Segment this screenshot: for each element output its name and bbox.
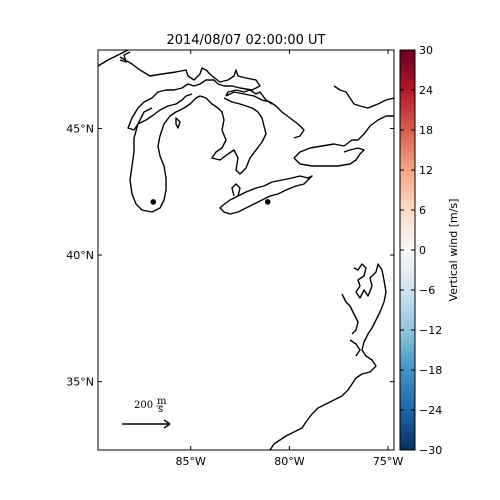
map-frame (97, 49, 395, 451)
lon-label: 85°W (176, 455, 206, 468)
lake-huron-coastline (175, 89, 305, 139)
station-marker (264, 199, 271, 205)
colorbar-tick-label: 12 (419, 164, 433, 177)
st-lawrence-coastline (333, 85, 394, 109)
lat-label: 40°N (66, 249, 94, 262)
longitude-labels: 85°W 80°W 75°W (176, 50, 403, 468)
lake-michigan-coastline (129, 95, 267, 213)
colorbar-tick-label: 18 (419, 124, 433, 137)
lat-label: 45°N (66, 122, 94, 135)
colorbar-tick-label: −6 (419, 284, 435, 297)
reference-arrow-head (163, 419, 171, 429)
lake-erie-coastline (219, 175, 313, 215)
lon-label: 80°W (274, 455, 304, 468)
colorbar-tick-label: −12 (419, 324, 442, 337)
reference-vector-value: 200 (134, 400, 153, 411)
colorbar-tick-label: −24 (419, 404, 442, 417)
station-marker (150, 199, 157, 205)
lake-ontario-coastline (293, 115, 394, 167)
colorbar-ticks: 30 24 18 12 6 0 −6 −12 −18 −24 −30 (400, 44, 442, 457)
colorbar-tick-label: 30 (419, 44, 433, 57)
colorbar-tick-label: −18 (419, 364, 442, 377)
coastlines (98, 50, 394, 450)
reference-vector: 200 m s (122, 396, 171, 429)
colorbar-label: Vertical wind [m/s] (447, 199, 460, 302)
colorbar-tick-label: 6 (419, 204, 426, 217)
latitude-labels: 45°N 40°N 35°N (66, 122, 394, 389)
reference-vector-unit-den: s (158, 404, 163, 415)
colorbar-tick-label: 0 (419, 244, 426, 257)
lat-label: 35°N (66, 376, 94, 389)
lon-label: 75°W (373, 455, 403, 468)
station-markers (150, 199, 271, 205)
reference-vector-unit-num: m (157, 396, 167, 407)
atlantic-coastline (269, 263, 387, 450)
colorbar-tick-label: −30 (419, 444, 442, 457)
map-panel: 200 m s 45°N 40°N 35°N 85°W 80°W 75°W (66, 49, 403, 468)
map-title: 2014/08/07 02:00:00 UT (166, 33, 325, 48)
colorbar-tick-label: 24 (419, 84, 433, 97)
colorbar: 30 24 18 12 6 0 −6 −12 −18 −24 −30 Vertical wind [… (399, 44, 460, 457)
